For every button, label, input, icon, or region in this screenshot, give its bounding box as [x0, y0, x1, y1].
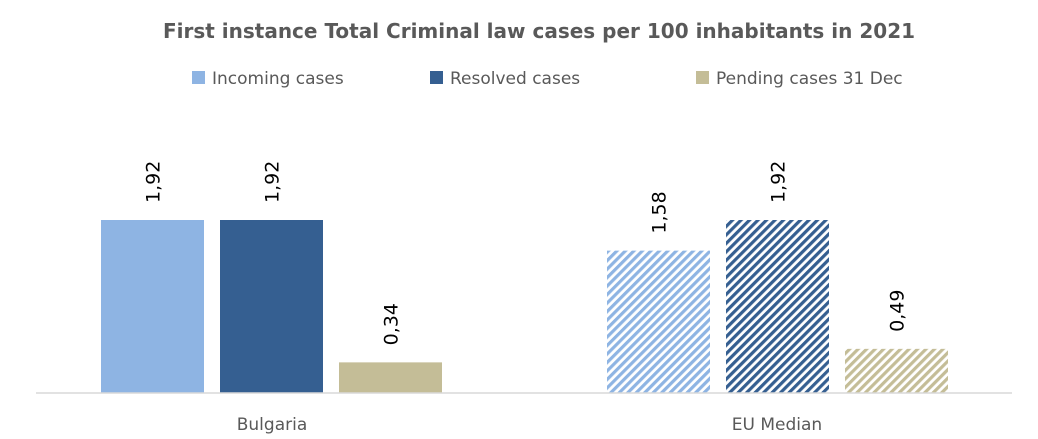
data-label-bulgaria-resolved-cases: 1,92: [262, 161, 284, 203]
bar-bulgaria-resolved-cases: [220, 220, 323, 393]
legend-swatch-pending: [696, 71, 709, 84]
data-label-eu-median-resolved-cases: 1,92: [768, 161, 790, 203]
category-label-bulgaria: Bulgaria: [237, 415, 308, 435]
data-label-eu-median-incoming-cases: 1,58: [649, 191, 671, 233]
chart-title: First instance Total Criminal law cases …: [163, 19, 915, 43]
data-label-bulgaria-incoming-cases: 1,92: [143, 161, 165, 203]
legend-label-incoming: Incoming cases: [212, 69, 344, 89]
legend-swatch-resolved: [430, 71, 443, 84]
bar-bulgaria-pending-cases-31-dec: [339, 362, 442, 393]
data-labels-group: 1,92 1,92 0,34 1,58 1,92 0,49: [143, 161, 909, 346]
legend-label-resolved: Resolved cases: [450, 69, 580, 89]
legend-swatch-incoming: [192, 71, 205, 84]
category-label-eu-median: EU Median: [732, 415, 822, 435]
legend: Incoming cases Resolved cases Pending ca…: [192, 69, 903, 89]
bars-group: [101, 220, 948, 393]
data-label-bulgaria-pending-cases-31-dec: 0,34: [381, 303, 403, 345]
bar-eu-median-resolved-cases: [726, 220, 829, 393]
data-label-eu-median-pending-cases-31-dec: 0,49: [887, 290, 909, 332]
bar-bulgaria-incoming-cases: [101, 220, 204, 393]
bar-eu-median-incoming-cases: [607, 250, 710, 393]
legend-label-pending: Pending cases 31 Dec: [716, 69, 903, 89]
bar-eu-median-pending-cases-31-dec: [845, 348, 948, 393]
